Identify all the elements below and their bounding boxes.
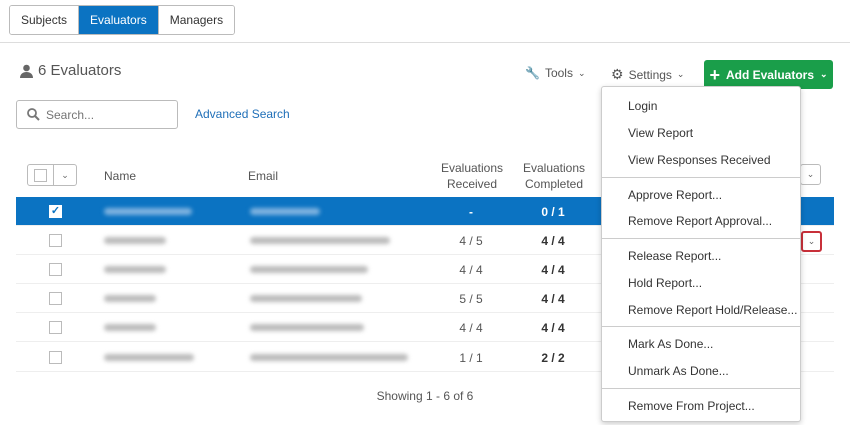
evaluations-completed: 4 / 4 — [541, 263, 565, 277]
menu-item[interactable]: View Responses Received — [628, 153, 771, 167]
table-row[interactable]: 4 / 4 4 / 4 — [16, 313, 834, 342]
evaluations-completed: 4 / 4 — [541, 321, 565, 335]
plus-icon: + — [709, 64, 720, 85]
menu-item[interactable]: Mark As Done... — [628, 337, 714, 351]
chevron-down-icon[interactable]: ⌄ — [61, 169, 69, 180]
table-row[interactable]: 5 / 5 4 / 4 — [16, 284, 834, 313]
tab-evaluators[interactable]: Evaluators — [79, 6, 159, 34]
menu-divider — [602, 177, 800, 178]
advanced-search-link[interactable]: Advanced Search — [195, 107, 290, 121]
redacted-email — [250, 237, 390, 244]
row-checkbox[interactable] — [49, 263, 62, 276]
column-header-name[interactable]: Name — [104, 169, 137, 183]
evaluations-completed: 0 / 1 — [541, 205, 565, 219]
evaluations-received: 1 / 1 — [459, 351, 483, 365]
pagination-summary: Showing 1 - 6 of 6 — [376, 389, 474, 403]
evaluations-received: 5 / 5 — [459, 292, 483, 306]
chevron-down-icon: ⌄ — [577, 67, 586, 78]
settings-label: Settings — [628, 67, 672, 82]
menu-divider — [602, 238, 800, 239]
menu-divider — [602, 326, 800, 327]
count-label: 6 Evaluators — [38, 62, 122, 79]
chevron-down-icon: ⌄ — [676, 69, 685, 79]
redacted-email — [250, 354, 408, 361]
table-row[interactable]: 4 / 5 4 / 4 — [16, 226, 834, 255]
redacted-name — [104, 324, 156, 331]
menu-item[interactable]: Remove Report Hold/Release... — [628, 303, 798, 317]
evaluations-completed: 2 / 2 — [541, 351, 565, 365]
search-input[interactable] — [46, 107, 166, 122]
tools-menu-button[interactable]: 🔧 Tools ⌄ — [525, 66, 586, 80]
menu-item[interactable]: View Report — [628, 126, 694, 140]
person-icon — [20, 64, 33, 78]
settings-menu-button[interactable]: ⚙ Settings ⌄ — [611, 66, 684, 83]
search-box[interactable] — [16, 100, 178, 129]
divider — [0, 42, 850, 43]
row-actions-chevron-icon[interactable]: ⌄ — [801, 231, 822, 252]
row-checkbox[interactable] — [49, 292, 62, 305]
redacted-email — [250, 295, 362, 302]
gear-icon: ⚙ — [611, 66, 624, 82]
column-header-received[interactable]: Evaluations Received — [440, 161, 504, 191]
table-row[interactable]: 4 / 4 4 / 4 — [16, 255, 834, 284]
search-icon — [27, 108, 40, 121]
evaluations-received: 4 / 4 — [459, 321, 483, 335]
evaluator-count: 6 Evaluators — [20, 62, 121, 79]
add-evaluators-button[interactable]: + Add Evaluators ⌄ — [704, 60, 833, 89]
select-all-control[interactable]: ⌄ — [27, 164, 77, 186]
redacted-name — [104, 295, 156, 302]
row-checkbox[interactable] — [49, 351, 62, 364]
menu-item[interactable]: Remove From Project... — [628, 399, 755, 413]
column-header-email[interactable]: Email — [248, 169, 279, 183]
redacted-name — [104, 354, 194, 361]
chevron-down-icon: ⌄ — [820, 69, 828, 79]
redacted-email — [250, 324, 364, 331]
column-options-chevron-icon[interactable]: ⌄ — [800, 164, 821, 185]
evaluations-received: 4 / 5 — [459, 234, 483, 248]
row-checkbox[interactable]: ✓ — [49, 205, 62, 218]
tab-managers[interactable]: Managers — [158, 6, 235, 34]
tab-subjects[interactable]: Subjects — [10, 6, 80, 34]
redacted-name — [104, 266, 166, 273]
menu-item[interactable]: Unmark As Done... — [628, 364, 729, 378]
evaluations-received: 4 / 4 — [459, 263, 483, 277]
redacted-name — [104, 208, 192, 215]
evaluations-completed: 4 / 4 — [541, 234, 565, 248]
menu-item[interactable]: Release Report... — [628, 249, 722, 263]
evaluations-received: - — [469, 205, 473, 219]
table-row[interactable]: 1 / 1 2 / 2 — [16, 343, 834, 372]
redacted-email — [250, 266, 368, 273]
menu-item[interactable]: Remove Report Approval... — [628, 214, 773, 228]
menu-item[interactable]: Login — [628, 99, 658, 113]
tools-label: Tools — [544, 66, 573, 80]
column-header-completed[interactable]: Evaluations Completed — [522, 161, 586, 191]
evaluations-completed: 4 / 4 — [541, 292, 565, 306]
wrench-icon: 🔧 — [525, 66, 540, 80]
menu-item[interactable]: Approve Report... — [628, 188, 723, 202]
menu-divider — [602, 388, 800, 389]
menu-item[interactable]: Hold Report... — [628, 276, 703, 290]
row-checkbox[interactable] — [49, 234, 62, 247]
redacted-name — [104, 237, 166, 244]
redacted-email — [250, 208, 320, 215]
row-checkbox[interactable] — [49, 321, 62, 334]
add-evaluators-label: Add Evaluators — [725, 67, 814, 82]
select-all-checkbox[interactable] — [34, 168, 47, 182]
row-actions-menu: Login View Report View Responses Received A… — [601, 86, 801, 422]
tab-bar: Subjects Evaluators Managers — [9, 5, 236, 35]
